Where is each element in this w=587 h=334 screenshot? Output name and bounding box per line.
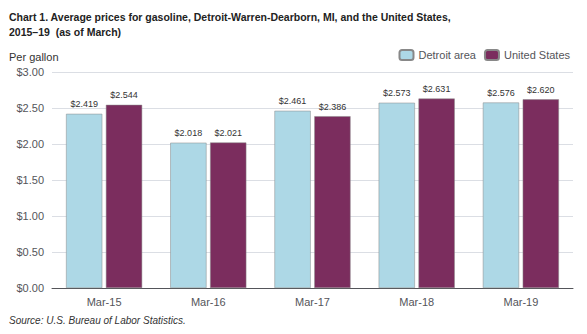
svg-text:$2.544: $2.544 xyxy=(110,90,138,100)
svg-text:$2.021: $2.021 xyxy=(214,128,242,138)
svg-text:$2.576: $2.576 xyxy=(487,88,515,98)
svg-text:$2.018: $2.018 xyxy=(175,128,203,138)
svg-text:$1.00: $1.00 xyxy=(16,210,44,222)
svg-text:Mar-19: Mar-19 xyxy=(503,296,538,308)
svg-text:$2.631: $2.631 xyxy=(423,84,451,94)
svg-text:Per gallon: Per gallon xyxy=(9,51,59,63)
svg-text:$1.50: $1.50 xyxy=(16,174,44,186)
svg-text:$2.573: $2.573 xyxy=(383,88,411,98)
svg-text:$2.620: $2.620 xyxy=(527,85,555,95)
svg-text:Mar-16: Mar-16 xyxy=(191,296,226,308)
svg-text:$0.00: $0.00 xyxy=(16,282,44,294)
svg-text:Chart 1. Average prices for ga: Chart 1. Average prices for gasoline, De… xyxy=(9,11,451,23)
svg-text:$2.386: $2.386 xyxy=(319,102,347,112)
svg-text:Mar-18: Mar-18 xyxy=(399,296,434,308)
svg-text:$2.461: $2.461 xyxy=(279,96,307,106)
svg-text:$3.00: $3.00 xyxy=(16,66,44,78)
svg-text:$2.419: $2.419 xyxy=(70,99,98,109)
svg-text:United States: United States xyxy=(504,49,571,61)
svg-text:2015–19 (as of March): 2015–19 (as of March) xyxy=(9,26,121,38)
svg-text:Source: U.S. Bureau of Labor S: Source: U.S. Bureau of Labor Statistics. xyxy=(9,315,186,326)
svg-text:Mar-15: Mar-15 xyxy=(87,296,122,308)
svg-text:$0.50: $0.50 xyxy=(16,246,44,258)
svg-text:$2.00: $2.00 xyxy=(16,138,44,150)
svg-text:$2.50: $2.50 xyxy=(16,102,44,114)
svg-text:Mar-17: Mar-17 xyxy=(295,296,330,308)
svg-text:Detroit area: Detroit area xyxy=(418,49,476,61)
